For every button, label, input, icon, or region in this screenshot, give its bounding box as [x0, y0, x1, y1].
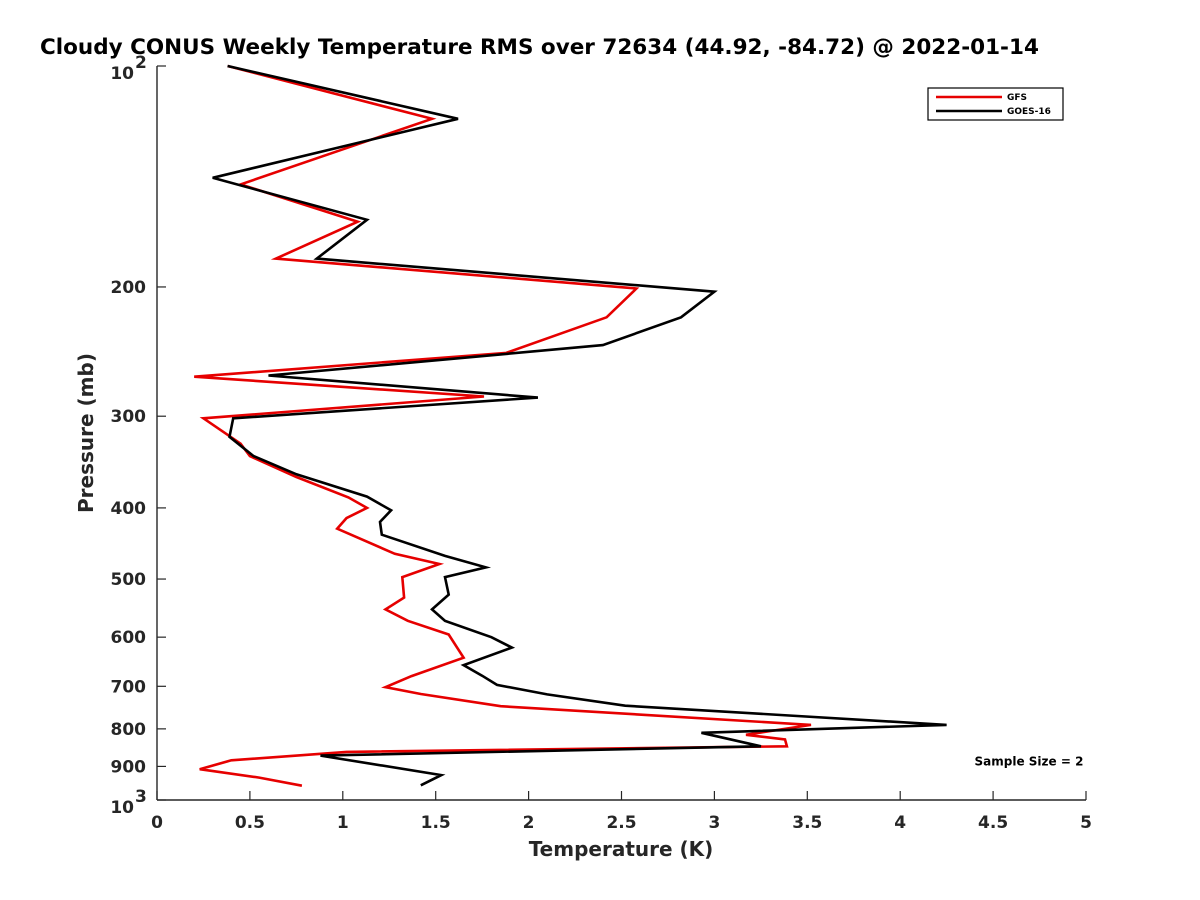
x-tick-label: 3 — [708, 813, 720, 833]
x-tick-label: 1 — [337, 813, 349, 833]
x-axis-label: Temperature (K) — [529, 837, 714, 861]
legend-label-goes-16: GOES-16 — [1007, 107, 1051, 117]
y-tick-exponent: 3 — [135, 787, 147, 807]
y-tick-exponent: 2 — [135, 53, 147, 73]
y-tick-label: 200 — [111, 278, 147, 298]
y-tick-label: 900 — [111, 757, 147, 777]
x-tick-label: 0.5 — [235, 813, 265, 833]
x-tick-label: 0 — [151, 813, 163, 833]
y-axis-label: Pressure (mb) — [74, 353, 98, 513]
x-tick-label: 3.5 — [792, 813, 822, 833]
x-tick-label: 2.5 — [606, 813, 636, 833]
legend-label-gfs: GFS — [1007, 93, 1027, 103]
legend-box — [927, 87, 1064, 121]
x-tick-label: 4.5 — [978, 813, 1008, 833]
y-tick-label: 800 — [111, 720, 147, 740]
y-tick-label: 300 — [111, 407, 147, 427]
x-tick-label: 4 — [894, 813, 906, 833]
y-tick-label: 10 — [110, 64, 134, 84]
plot-area — [156, 66, 1086, 801]
annotation-text: Sample Size = 2 — [975, 754, 1084, 768]
x-tick-label: 1.5 — [421, 813, 451, 833]
series-line-goes-16 — [212, 64, 947, 787]
series-line-gfs — [194, 64, 812, 787]
x-tick-label: 2 — [523, 813, 535, 833]
legend: GFS GOES-16 — [927, 87, 1064, 121]
series-layer — [194, 64, 947, 787]
y-tick-label: 10 — [110, 798, 134, 818]
y-tick-label: 700 — [111, 677, 147, 697]
y-tick-label: 400 — [111, 499, 147, 519]
y-tick-label: 600 — [111, 628, 147, 648]
y-tick-label: 500 — [111, 570, 147, 590]
x-ticks: 0 0.5 1 1.5 2 2.5 3 3.5 4 4.5 5 — [151, 791, 1092, 833]
x-tick-label: 5 — [1080, 813, 1092, 833]
chart-title: Cloudy CONUS Weekly Temperature RMS over… — [40, 35, 1039, 60]
annotations: Sample Size = 2 — [975, 754, 1084, 768]
